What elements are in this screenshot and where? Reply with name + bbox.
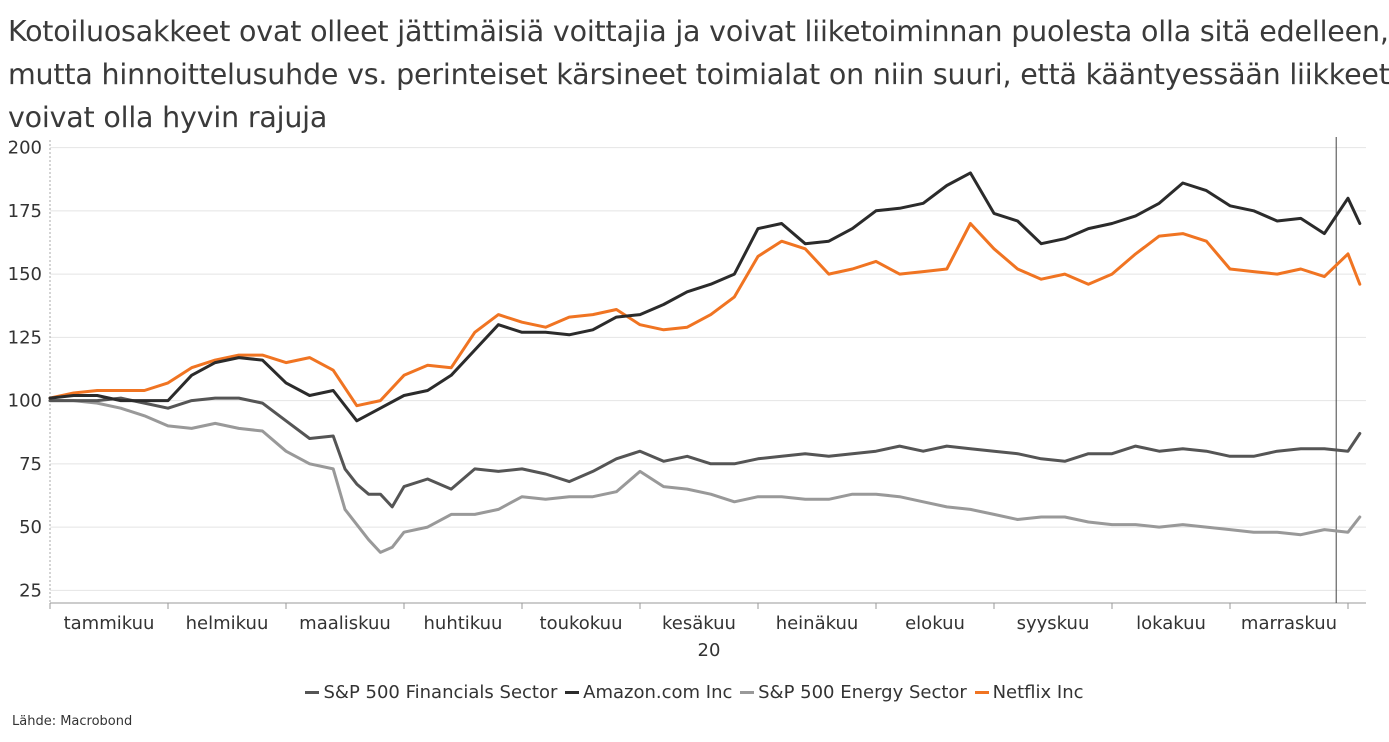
x-tick-label-syyskuu: syyskuu	[1017, 613, 1090, 634]
x-tick-label-maaliskuu: maaliskuu	[299, 613, 391, 634]
x-tick-label-elokuu: elokuu	[905, 613, 965, 634]
x-tick-label-marraskuu: marraskuu	[1241, 613, 1337, 634]
y-tick-label-100: 100	[8, 391, 42, 412]
x-year-label: 20	[698, 640, 721, 661]
chart-title-line-3: voivat olla hyvin rajuja	[8, 101, 328, 134]
x-tick-label-huhtikuu: huhtikuu	[424, 613, 503, 634]
legend-item-netflix: Netflix Inc	[974, 682, 1084, 703]
series-line-s-p-500-financials-sector	[48, 396, 1362, 509]
legend-label-netflix: Netflix Inc	[992, 682, 1084, 703]
x-tick-label-tammikuu: tammikuu	[64, 613, 155, 634]
x-tick-label-heinäkuu: heinäkuu	[776, 613, 859, 634]
y-tick-label-175: 175	[8, 201, 42, 222]
chart-title-line-2: mutta hinnoittelusuhde vs. perinteiset k…	[8, 58, 1389, 91]
y-tick-label-150: 150	[8, 264, 42, 285]
chart-title-line-1: Kotoiluosakkeet ovat olleet jättimäisiä …	[8, 15, 1389, 48]
x-tick-label-kesäkuu: kesäkuu	[662, 613, 736, 634]
legend-swatch-financials	[305, 691, 320, 694]
x-tick-label-lokakuu: lokakuu	[1136, 613, 1206, 634]
legend-item-financials: S&P 500 Financials Sector	[305, 682, 557, 703]
y-tick-label-75: 75	[19, 454, 42, 475]
chart-legend: S&P 500 Financials Sector Amazon.com Inc…	[0, 678, 1389, 703]
source-note: Lähde: Macrobond	[12, 714, 133, 729]
series-line-netflix-inc	[48, 222, 1362, 408]
x-tick-label-helmikuu: helmikuu	[186, 613, 269, 634]
chart-title: Kotoiluosakkeet ovat olleet jättimäisiä …	[8, 10, 1389, 139]
legend-label-amazon: Amazon.com Inc	[583, 682, 733, 703]
y-tick-label-200: 200	[8, 138, 42, 159]
legend-swatch-netflix	[974, 691, 989, 694]
legend-label-financials: S&P 500 Financials Sector	[323, 682, 558, 703]
series-line-amazon-com-inc	[48, 171, 1362, 423]
y-tick-label-25: 25	[19, 580, 42, 601]
x-tick-label-toukokuu: toukokuu	[540, 613, 623, 634]
y-tick-label-50: 50	[19, 517, 42, 538]
legend-swatch-amazon	[565, 691, 580, 694]
series-line-s-p-500-energy-sector	[48, 399, 1362, 554]
legend-item-amazon: Amazon.com Inc	[565, 682, 732, 703]
legend-label-energy: S&P 500 Energy Sector	[758, 682, 967, 703]
y-tick-label-125: 125	[8, 327, 42, 348]
legend-item-energy: S&P 500 Energy Sector	[740, 682, 967, 703]
legend-swatch-energy	[740, 691, 755, 694]
